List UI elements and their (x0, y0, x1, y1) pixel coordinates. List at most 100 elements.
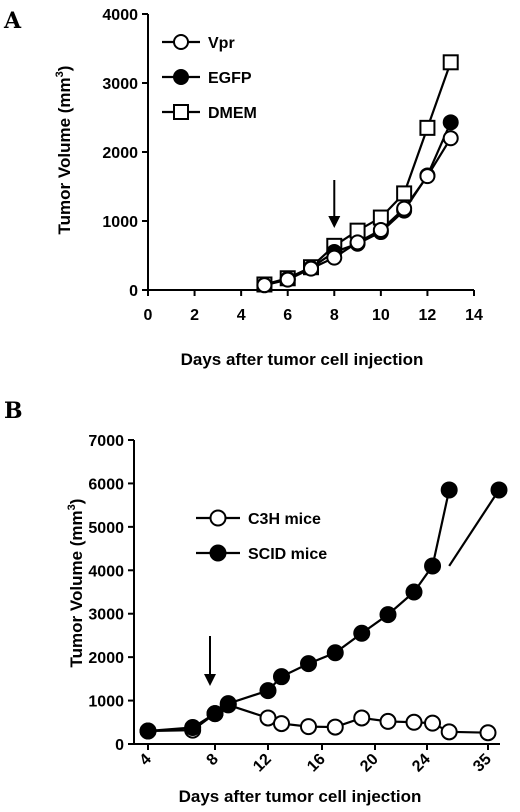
panel-b-legend-marker (209, 509, 227, 527)
panel-a-legend-label: DMEM (208, 105, 257, 122)
panel-b-x-tick-label: 16 (304, 751, 329, 776)
panel-b-y-tick-label: 0 (115, 737, 124, 754)
panel-a-x-tick-label: 0 (144, 307, 153, 324)
panel-a-legend-marker (173, 104, 189, 120)
panel-b-point-scid (139, 722, 157, 740)
panel-b-y-tick-label: 5000 (88, 520, 124, 537)
panel-b-point-scid (424, 557, 442, 575)
panel-b-point-scid (405, 583, 423, 601)
panel-b-point-scid (219, 695, 237, 713)
panel-a: A 0 1000 2000 3000 4000 0 2 4 6 8 10 12 14 Vpr EGFP D… (3, 7, 483, 369)
panel-a-point-vpr (396, 200, 413, 217)
panel-a-axis-frame (147, 14, 474, 291)
panel-b-point-scid (490, 481, 508, 499)
panel-a-series (256, 54, 459, 294)
panel-b-y-tick-label: 6000 (88, 476, 124, 493)
panel-b-y-axis-title: Tumor Volume (mm3) (66, 499, 86, 668)
panel-b-x-tick-label: 24 (409, 751, 434, 776)
panel-a-x-tick-label: 4 (237, 307, 246, 324)
panel-a-x-tick-label: 14 (465, 307, 483, 324)
panel-a-point-vpr (372, 221, 389, 238)
panel-b-point-scid (184, 718, 202, 736)
panel-b-y-ticks: 0 1000 2000 3000 4000 5000 6000 7000 (88, 433, 134, 754)
panel-a-legend-label: Vpr (208, 35, 235, 52)
panel-a-legend: Vpr EGFP DMEM (162, 34, 257, 122)
panel-a-legend-label: EGFP (208, 70, 252, 87)
panel-b-y-tick-label: 3000 (88, 607, 124, 624)
panel-b-y-tick-label: 7000 (88, 433, 124, 450)
panel-a-x-axis-title: Days after tumor cell injection (181, 350, 424, 369)
panel-a-y-tick-label: 2000 (102, 145, 138, 162)
panel-b-point-scid (353, 624, 371, 642)
panel-b-y-axis-title-close: ) (67, 499, 86, 505)
panel-b-x-tick-label: 12 (250, 751, 275, 776)
panel-b-letter: B (4, 398, 23, 424)
panel-b-point-scid (259, 682, 277, 700)
panel-b-y-axis-title-main: Tumor Volume (mm (67, 510, 86, 667)
panel-b-y-axis-title-sup: 3 (66, 504, 78, 510)
panel-a-x-tick-label: 2 (190, 307, 199, 324)
panel-a-x-tick-label: 12 (419, 307, 437, 324)
panel-a-y-tick-label: 3000 (102, 76, 138, 93)
panel-a-point-vpr (303, 260, 319, 277)
panel-b-point-c3h (440, 723, 458, 741)
panel-b-point-scid (206, 705, 224, 723)
panel-a-x-tick-label: 10 (372, 307, 390, 324)
panel-b-y-tick-label: 4000 (88, 563, 124, 580)
panel-a-legend-marker (173, 34, 189, 50)
panel-a-y-axis-title: Tumor Volume (mm3) (54, 66, 74, 235)
panel-a-point-vpr (256, 277, 273, 294)
panel-b-point-c3h (273, 715, 290, 733)
panel-a-letter: A (3, 8, 22, 34)
panel-a-point-vpr (349, 234, 366, 251)
panel-b-point-scid (440, 481, 458, 499)
panel-b-point-c3h (353, 709, 371, 727)
panel-a-x-tick-label: 6 (283, 307, 292, 324)
panel-a-x-tick-label: 8 (330, 307, 339, 324)
panel-b-treatment-arrow (204, 636, 216, 686)
panel-b-x-tick-label: 4 (137, 751, 155, 769)
panel-a-legend-marker (173, 69, 189, 85)
panel-b-point-c3h (424, 714, 442, 732)
panel-b-point-c3h (379, 712, 397, 730)
panel-b-series (139, 481, 508, 742)
panel-a-axes (147, 14, 474, 291)
panel-b-x-ticks: 4 8 12 16 20 24 35 (137, 744, 495, 775)
panel-b-x-tick-label: 35 (470, 751, 495, 776)
panel-b-point-scid (379, 606, 397, 624)
panel-a-point-dmem (396, 185, 413, 202)
panel-a-point-dmem (442, 54, 459, 71)
panel-a-arrow-head (328, 216, 341, 228)
panel-a-point-vpr (419, 168, 436, 185)
panel-a-point-vpr (326, 249, 343, 266)
panel-a-y-axis-title-sup: 3 (54, 71, 66, 77)
panel-a-series-line-egfp (264, 121, 452, 287)
panel-b-point-c3h (326, 718, 344, 736)
panel-a-point-vpr (279, 271, 296, 288)
panel-b-legend-marker (209, 544, 227, 562)
panel-b-point-c3h (479, 724, 497, 742)
panel-b-point-scid (326, 644, 344, 662)
panel-a-x-ticks: 0 2 4 6 8 10 12 14 (144, 290, 483, 324)
panel-b-x-tick-label: 20 (357, 751, 382, 776)
panel-a-y-axis-title-close: ) (55, 66, 74, 72)
panel-b-legend-label: SCID mice (248, 546, 327, 563)
panel-b-legend: C3H mice SCID mice (196, 509, 327, 563)
panel-a-point-egfp (442, 114, 459, 131)
panel-b-point-c3h (405, 713, 423, 731)
panel-b-point-c3h (300, 718, 317, 736)
panel-a-point-dmem (419, 119, 436, 136)
panel-a-series-line-vpr (264, 137, 452, 287)
panel-a-y-ticks: 0 1000 2000 3000 4000 (102, 7, 148, 300)
panel-b-arrow-head (204, 674, 216, 686)
panel-a-point-vpr (442, 130, 459, 147)
panel-b-x-tick-label: 8 (204, 751, 222, 769)
panel-b: B 0 1000 2000 3000 4000 5000 6000 7000 4 8 12 16 20… (4, 398, 508, 806)
panel-a-y-tick-label: 4000 (102, 7, 138, 24)
panel-b-y-tick-label: 2000 (88, 650, 124, 667)
panel-a-y-axis-title-main: Tumor Volume (mm (55, 77, 74, 234)
panel-b-y-tick-label: 1000 (88, 694, 124, 711)
panel-b-legend-label: C3H mice (248, 511, 321, 528)
panel-a-treatment-arrow (328, 180, 341, 228)
panel-b-point-scid (300, 655, 317, 673)
